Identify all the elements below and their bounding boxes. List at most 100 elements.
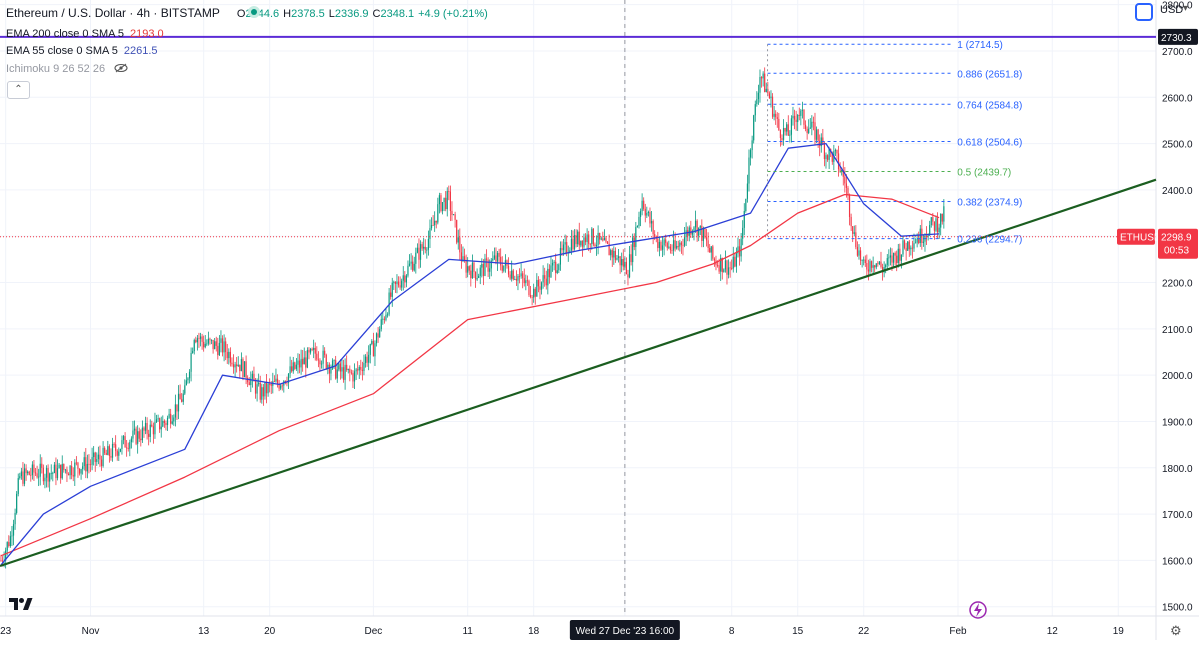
candle-body [287, 373, 290, 383]
candle-body [31, 464, 33, 476]
ema55-value: 2261.5 [123, 45, 158, 57]
candle-body [547, 268, 549, 286]
symbol-title[interactable]: Ethereum / U.S. Dollar · 4h · BITSTAMP [6, 6, 220, 20]
candle-body [121, 440, 123, 449]
candle-body [72, 475, 74, 477]
candle-body [613, 250, 615, 258]
candle-body [251, 373, 253, 379]
ichimoku-legend[interactable]: Ichimoku 9 26 52 26 [6, 62, 128, 76]
candle-body [171, 421, 173, 424]
candle-body [742, 227, 744, 239]
candle-body [592, 228, 595, 245]
candle-body [595, 244, 598, 247]
candle-body [726, 260, 728, 275]
candle-body [358, 366, 360, 371]
candle-body [496, 252, 499, 262]
candle-body [602, 238, 604, 241]
candle-body [641, 200, 643, 212]
candle-body [872, 265, 874, 268]
candle-body [490, 260, 492, 269]
candle-body [721, 257, 723, 273]
candle-body [404, 275, 406, 283]
x-tick-label: 15 [792, 626, 804, 637]
candle-body [372, 340, 374, 357]
hidden-eye-icon[interactable] [114, 63, 128, 73]
candle-body [534, 288, 536, 297]
currency-selector[interactable]: USD [1160, 4, 1184, 16]
candle-body [126, 447, 128, 449]
candle-body [207, 338, 209, 344]
candle-body [449, 191, 451, 211]
candle-body [143, 427, 145, 431]
candle-body [910, 247, 912, 250]
tradingview-logo[interactable] [9, 597, 33, 614]
candle-body [330, 368, 332, 374]
candle-body [306, 349, 308, 368]
candle-body [99, 454, 101, 460]
candle-body [797, 115, 799, 122]
candle-body [792, 115, 794, 119]
candle-body [141, 427, 143, 441]
candle-body [218, 342, 220, 356]
candle-body [181, 399, 183, 402]
candle-body [328, 364, 330, 374]
candle-body [102, 447, 104, 467]
candle-body [462, 256, 464, 262]
candle-body [668, 246, 670, 248]
candle-body [701, 225, 703, 241]
candle-body [457, 237, 459, 243]
symbol-legend[interactable]: Ethereum / U.S. Dollar · 4h · BITSTAMP O… [6, 6, 492, 21]
candle-body [221, 338, 224, 353]
candle-body [151, 424, 153, 427]
candle-body [314, 347, 316, 354]
candle-body [690, 227, 692, 235]
candle-body [852, 226, 854, 234]
candle-body [619, 256, 621, 266]
candle-body [248, 382, 250, 386]
ema200-legend[interactable]: EMA 200 close 0 SMA 5 2193.0 [6, 27, 164, 41]
candle-body [445, 197, 447, 210]
chevron-down-icon[interactable]: ▾ [1183, 3, 1189, 14]
candle-body [5, 550, 7, 561]
candle-body [896, 255, 898, 263]
candle-body [192, 351, 194, 353]
candle-body [353, 371, 356, 382]
candle-body [553, 261, 555, 264]
candle-body [275, 378, 277, 382]
candle-body [561, 248, 563, 251]
candle-body [355, 369, 357, 372]
candle-body [566, 242, 568, 254]
candle-body [526, 280, 528, 282]
candle-body [734, 256, 736, 267]
candle-body [269, 384, 271, 385]
candle-body [415, 252, 417, 264]
settings-gear-icon[interactable]: ⚙ [1170, 623, 1182, 638]
candle-body [583, 237, 585, 247]
x-tick-label: 18 [528, 626, 540, 637]
candle-body [278, 383, 280, 389]
replay-square-icon[interactable] [1135, 3, 1153, 21]
candle-body [720, 257, 722, 272]
candle-body [273, 381, 275, 383]
candle-body [44, 477, 46, 482]
candle-body [250, 378, 252, 386]
ema55-legend[interactable]: EMA 55 close 0 SMA 5 2261.5 [6, 44, 158, 58]
candle-body [511, 270, 513, 279]
candle-body [63, 463, 65, 470]
candle-body [930, 217, 932, 226]
candle-body [677, 245, 679, 247]
candle-body [291, 366, 293, 372]
candle-body [856, 247, 859, 256]
candle-body [226, 352, 228, 359]
ohlc-item: +4.9 (+0.21%) [418, 8, 488, 20]
collapse-legend-button[interactable]: ⌃ [7, 81, 30, 99]
candle-body [382, 318, 384, 320]
candle-body [562, 244, 565, 251]
candle-body [808, 128, 810, 134]
candle-body [419, 244, 422, 260]
candle-body [899, 248, 901, 261]
candle-body [140, 438, 142, 441]
candle-body [902, 240, 904, 255]
